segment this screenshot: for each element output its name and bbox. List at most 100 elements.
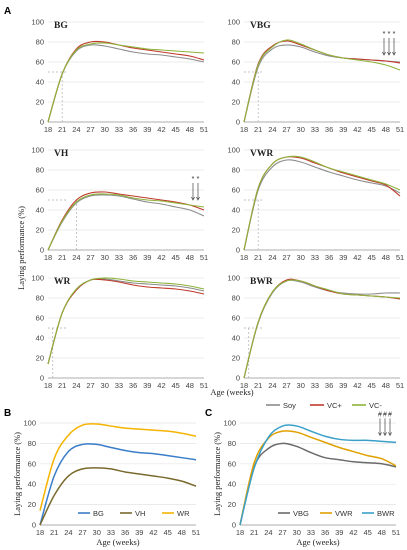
x-tick-label: 42 bbox=[149, 528, 157, 537]
legend-label-bg: BG bbox=[93, 509, 104, 518]
y-tick-label: 100 bbox=[31, 274, 44, 283]
panel-letter-c: C bbox=[205, 408, 212, 419]
x-tick-label: 42 bbox=[353, 125, 361, 134]
significance-arrowhead bbox=[392, 51, 396, 56]
y-tick-label: 80 bbox=[36, 38, 44, 47]
x-tick-label: 27 bbox=[282, 125, 290, 134]
x-tick-label: 51 bbox=[396, 125, 404, 134]
y-tick-label: 0 bbox=[40, 374, 44, 383]
x-tick-label: 18 bbox=[236, 528, 244, 537]
x-tick-label: 33 bbox=[115, 253, 123, 262]
x-tick-label: 45 bbox=[171, 125, 179, 134]
x-tick-label: 18 bbox=[44, 381, 52, 390]
series-line-vbg bbox=[239, 442, 397, 526]
y-tick-label: 20 bbox=[36, 98, 44, 107]
significance-mark: * bbox=[192, 176, 195, 183]
x-tick-label: 18 bbox=[240, 253, 248, 262]
shared-x-axis-label: Age (weeks) bbox=[210, 387, 253, 397]
significance-arrowhead bbox=[378, 432, 382, 437]
y-tick-label: 80 bbox=[36, 166, 44, 175]
x-axis-label: Age (weeks) bbox=[96, 537, 139, 547]
series-line-vc-minus bbox=[243, 155, 401, 251]
x-tick-label: 24 bbox=[72, 125, 80, 134]
series-line-wr bbox=[39, 423, 197, 511]
y-tick-label: 60 bbox=[232, 314, 240, 323]
y-tick-label: 100 bbox=[31, 146, 44, 155]
y-tick-label: 40 bbox=[228, 480, 236, 489]
x-tick-label: 21 bbox=[254, 381, 262, 390]
series-line-soy bbox=[243, 279, 401, 379]
y-tick-label: 60 bbox=[232, 58, 240, 67]
significance-mark: * bbox=[197, 176, 200, 183]
x-tick-label: 48 bbox=[178, 528, 186, 537]
x-tick-label: 18 bbox=[44, 125, 52, 134]
x-tick-label: 48 bbox=[382, 125, 390, 134]
x-tick-label: 48 bbox=[382, 253, 390, 262]
x-tick-label: 42 bbox=[353, 253, 361, 262]
y-tick-label: 80 bbox=[36, 294, 44, 303]
y-tick-label: 80 bbox=[232, 38, 240, 47]
x-tick-label: 30 bbox=[101, 381, 109, 390]
series-line-soy bbox=[47, 44, 205, 123]
x-tick-label: 36 bbox=[129, 125, 137, 134]
chart-a-bg: 0 20 40 60 80 100 18 21 24 27 30 33 36 39 42 45 48 51 BG bbox=[31, 18, 208, 135]
x-tick-label: 21 bbox=[58, 125, 66, 134]
x-tick-label: 24 bbox=[264, 528, 272, 537]
legend-label-vc-minus: VC- bbox=[369, 401, 382, 410]
x-tick-label: 39 bbox=[135, 528, 143, 537]
x-tick-label: 18 bbox=[36, 528, 44, 537]
legend-label-vh: VH bbox=[135, 509, 145, 518]
x-tick-label: 24 bbox=[64, 528, 72, 537]
x-tick-label: 42 bbox=[157, 253, 165, 262]
y-tick-label: 100 bbox=[23, 419, 36, 428]
x-tick-label: 45 bbox=[367, 125, 375, 134]
x-axis-label: Age (weeks) bbox=[296, 537, 339, 547]
y-tick-label: 60 bbox=[36, 58, 44, 67]
significance-mark: * bbox=[388, 31, 391, 38]
x-tick-label: 39 bbox=[335, 528, 343, 537]
x-tick-label: 33 bbox=[311, 381, 319, 390]
x-tick-label: 27 bbox=[282, 381, 290, 390]
x-tick-label: 36 bbox=[325, 253, 333, 262]
x-tick-label: 21 bbox=[58, 381, 66, 390]
y-tick-label: 40 bbox=[36, 206, 44, 215]
significance-mark: * bbox=[393, 31, 396, 38]
x-tick-label: 45 bbox=[363, 528, 371, 537]
x-tick-label: 39 bbox=[143, 253, 151, 262]
x-tick-label: 21 bbox=[250, 528, 258, 537]
x-tick-label: 39 bbox=[339, 381, 347, 390]
panel-title: VBG bbox=[250, 21, 271, 31]
y-tick-label: 20 bbox=[36, 354, 44, 363]
y-tick-label: 40 bbox=[232, 206, 240, 215]
x-tick-label: 33 bbox=[107, 528, 115, 537]
series-line-vc-plus bbox=[243, 156, 401, 251]
x-tick-label: 21 bbox=[254, 253, 262, 262]
y-tick-label: 100 bbox=[227, 18, 240, 27]
y-tick-label: 40 bbox=[232, 78, 240, 87]
x-tick-label: 51 bbox=[200, 381, 208, 390]
x-tick-label: 21 bbox=[254, 125, 262, 134]
y-tick-label: 20 bbox=[228, 500, 236, 509]
y-tick-label: 40 bbox=[232, 334, 240, 343]
x-tick-label: 24 bbox=[72, 253, 80, 262]
x-tick-label: 18 bbox=[240, 125, 248, 134]
y-tick-label: 80 bbox=[28, 439, 36, 448]
panel-title: BG bbox=[54, 21, 68, 31]
y-tick-label: 80 bbox=[232, 166, 240, 175]
y-tick-label: 40 bbox=[36, 334, 44, 343]
x-tick-label: 30 bbox=[297, 253, 305, 262]
x-tick-label: 36 bbox=[129, 381, 137, 390]
x-tick-label: 21 bbox=[58, 253, 66, 262]
y-tick-label: 100 bbox=[227, 274, 240, 283]
x-tick-label: 27 bbox=[282, 253, 290, 262]
legend-label-soy: Soy bbox=[283, 401, 296, 410]
y-axis-label: Laying performance (%) bbox=[212, 432, 222, 516]
y-tick-label: 0 bbox=[236, 374, 240, 383]
y-tick-label: 20 bbox=[232, 354, 240, 363]
x-tick-label: 42 bbox=[353, 381, 361, 390]
significance-mark: * bbox=[383, 31, 386, 38]
y-tick-label: 100 bbox=[227, 146, 240, 155]
x-tick-label: 51 bbox=[396, 381, 404, 390]
legend-label-wr: WR bbox=[177, 509, 190, 518]
x-tick-label: 42 bbox=[157, 125, 165, 134]
